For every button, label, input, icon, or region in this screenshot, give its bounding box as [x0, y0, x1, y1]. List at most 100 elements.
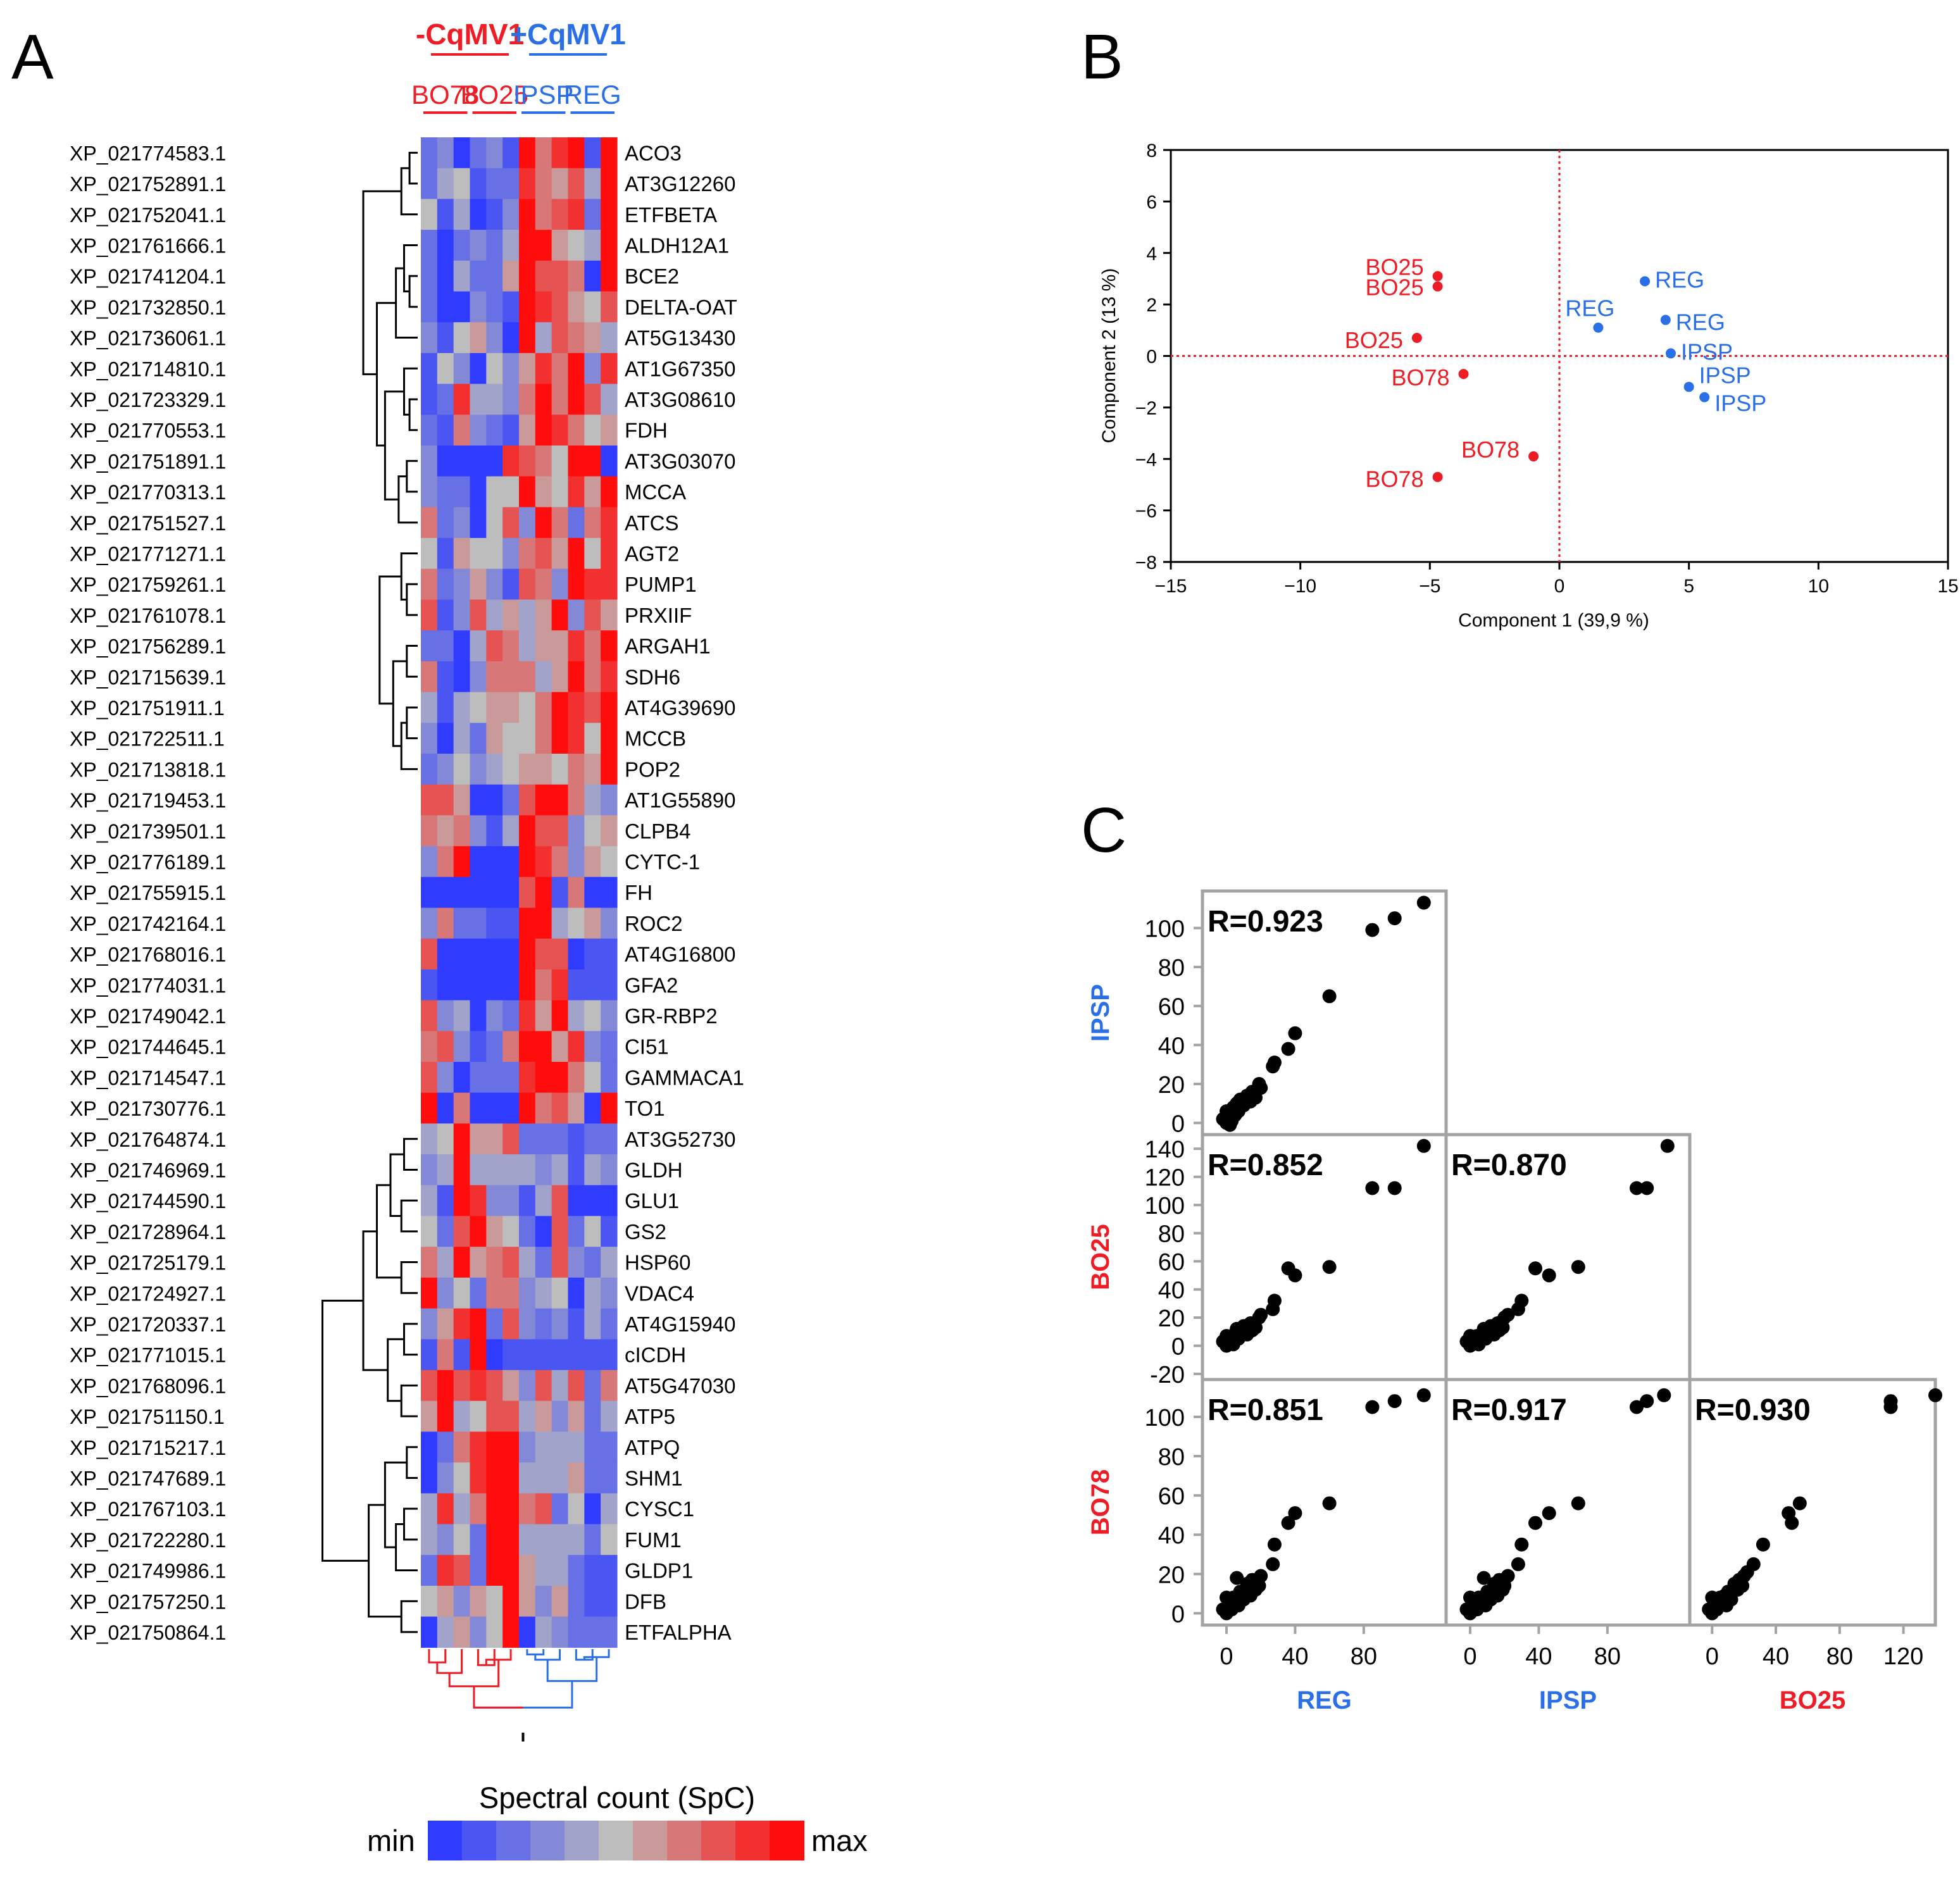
heatmap-row-id: XP_021722280.1 — [70, 1529, 226, 1552]
dendrogram-branch — [403, 367, 418, 416]
heatmap-cell — [518, 969, 536, 1001]
heatmap-cell — [601, 476, 618, 508]
heatmap-cell — [453, 1370, 471, 1402]
heatmap-cell — [437, 383, 454, 415]
heatmap-cell — [568, 568, 585, 601]
dendrogram-branch — [400, 1600, 418, 1633]
heatmap-cell — [437, 723, 454, 754]
heatmap-cell — [437, 507, 454, 539]
heatmap-cell — [437, 1092, 454, 1124]
heatmap-cell — [502, 137, 520, 169]
legend-min-label: min — [367, 1824, 415, 1857]
heatmap-cell — [486, 168, 503, 199]
heatmap-row-gene: AT4G16800 — [625, 943, 736, 966]
dendrogram-branch — [400, 721, 418, 770]
scatter-matrix-point — [1705, 1590, 1720, 1605]
heatmap-cell — [486, 1000, 503, 1031]
heatmap-cell — [518, 538, 536, 570]
heatmap-cell — [437, 1339, 454, 1371]
heatmap-row-gene: GFA2 — [625, 973, 678, 997]
heatmap-cell — [437, 784, 454, 816]
heatmap-cell — [437, 291, 454, 323]
heatmap-cell — [551, 1585, 569, 1617]
pca-point — [1660, 315, 1671, 325]
heatmap-cell — [502, 723, 520, 754]
scatter-matrix-point — [1266, 1557, 1280, 1571]
heatmap-cell — [421, 1370, 438, 1402]
heatmap-row-id: XP_021725179.1 — [70, 1252, 226, 1274]
scatter-matrix-point — [1220, 1590, 1233, 1605]
heatmap-cell — [502, 568, 520, 601]
scatter-matrix-point — [1660, 1138, 1675, 1153]
panel-label-c: C — [1081, 795, 1127, 866]
heatmap-cell — [518, 352, 536, 385]
heatmap-cell — [584, 538, 601, 570]
dendrogram-branch — [406, 583, 418, 616]
heatmap-cell — [421, 1493, 438, 1525]
pca-x-axis-label: Component 1 (39,9 %) — [1458, 610, 1649, 631]
heatmap-cell — [551, 199, 569, 230]
pca-point-label: REG — [1676, 309, 1725, 335]
heatmap-cell — [568, 1400, 585, 1432]
heatmap-cell — [421, 168, 438, 199]
heatmap-cell — [518, 1400, 536, 1432]
heatmap-cell — [584, 846, 601, 878]
heatmap-row-id: XP_021722511.1 — [70, 728, 225, 751]
heatmap-cell — [502, 1616, 520, 1648]
heatmap-sample-label: BO25 — [460, 80, 528, 109]
heatmap-row-id: XP_021755915.1 — [70, 882, 226, 904]
heatmap-cell — [453, 507, 471, 539]
pca-panel: −15 −10 −5 0 5 10 15 −8 −6 −4 −2 0 2 4 6 8 Component 1 … — [1099, 140, 1959, 631]
scatter-matrix-point — [1365, 1181, 1380, 1195]
heatmap-cell — [421, 1277, 438, 1309]
heatmap-cell — [421, 754, 438, 785]
heatmap-cell — [470, 1616, 487, 1648]
scatter-matrix-y-tick-label: 80 — [1158, 1444, 1185, 1471]
heatmap-cell — [486, 815, 503, 847]
heatmap-cell — [568, 414, 585, 446]
heatmap-cell — [453, 969, 471, 1001]
heatmap-row-id: XP_021742164.1 — [70, 913, 226, 935]
heatmap-cell — [470, 352, 487, 385]
heatmap-cell — [551, 1462, 569, 1494]
dendrogram-branch — [408, 275, 418, 308]
heatmap-cell — [535, 599, 552, 631]
heatmap-cell — [453, 199, 471, 230]
heatmap-cell — [584, 507, 601, 539]
heatmap-cell — [421, 322, 438, 354]
dendrogram-branch — [362, 1230, 388, 1371]
heatmap-row-id: XP_021749986.1 — [70, 1560, 226, 1583]
heatmap-cell — [601, 815, 618, 847]
heatmap-row-gene: HSP60 — [625, 1251, 691, 1274]
legend-max-label: max — [811, 1824, 868, 1857]
scatter-matrix-point — [1792, 1496, 1807, 1511]
heatmap-cell — [584, 1062, 601, 1094]
heatmap-cell — [518, 1462, 536, 1494]
heatmap-row-id: XP_021751150.1 — [70, 1405, 225, 1428]
heatmap-row-gene: FDH — [625, 419, 668, 442]
heatmap-cell — [437, 876, 454, 909]
heatmap-cell — [584, 414, 601, 446]
heatmap-row-gene: BCE2 — [625, 265, 679, 288]
heatmap-cell — [470, 1062, 487, 1094]
heatmap-cell — [535, 1462, 552, 1494]
heatmap-cell — [486, 199, 503, 230]
legend-swatch — [667, 1821, 702, 1860]
heatmap-row-gene: ATP5 — [625, 1405, 675, 1428]
scatter-matrix-point — [1322, 989, 1337, 1004]
heatmap-cell — [470, 1370, 487, 1402]
heatmap-cell — [584, 1247, 601, 1278]
heatmap-cell — [601, 1123, 618, 1155]
heatmap-cell — [486, 1400, 503, 1432]
scatter-matrix-y-tick-label: 100 — [1145, 1193, 1185, 1219]
pca-point — [1411, 333, 1422, 344]
heatmap-row-gene: AT1G67350 — [625, 357, 736, 380]
heatmap-cell — [421, 784, 438, 816]
heatmap-row-gene: CYSC1 — [625, 1497, 694, 1521]
scatter-matrix-y-tick-label: 80 — [1158, 1221, 1185, 1248]
heatmap-cell — [421, 1185, 438, 1217]
dendrogram-branch — [384, 390, 404, 501]
heatmap-cell — [568, 1154, 585, 1186]
heatmap-cell — [486, 907, 503, 939]
